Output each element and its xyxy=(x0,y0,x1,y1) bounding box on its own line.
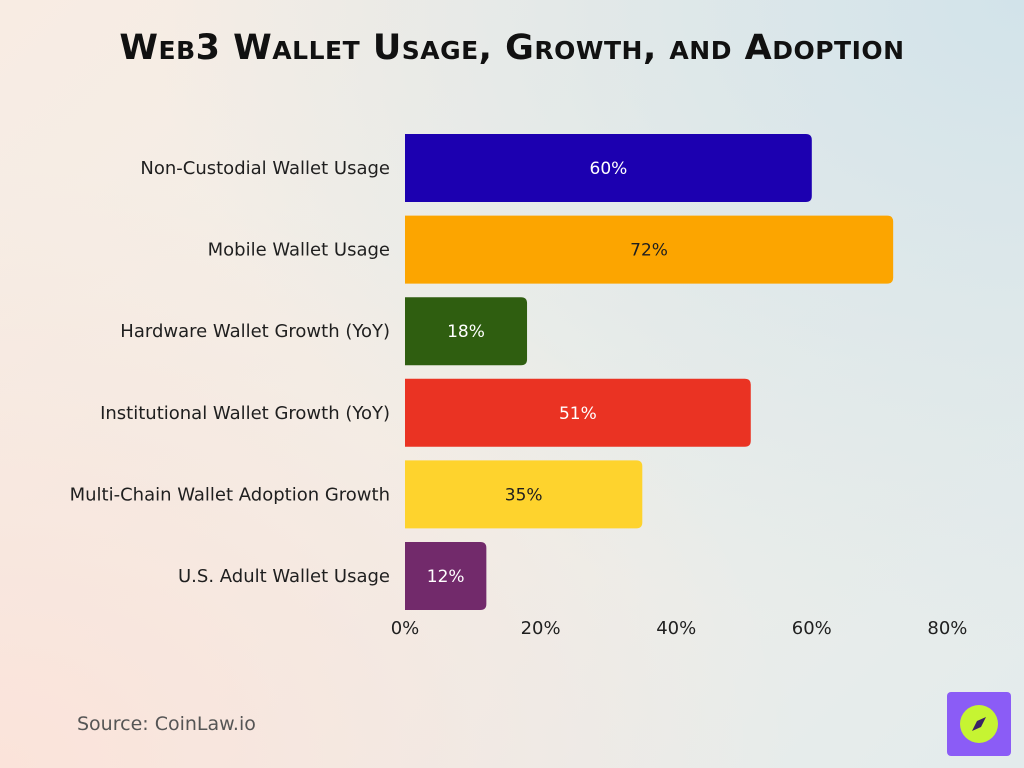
source-note: Source: CoinLaw.io xyxy=(77,713,256,735)
x-tick-label-3: 60% xyxy=(792,618,832,639)
chart-title: Web3 Wallet Usage, Growth, and Adoption xyxy=(119,28,905,68)
x-tick-label-0: 0% xyxy=(391,618,420,639)
category-label-4: Multi-Chain Wallet Adoption Growth xyxy=(70,484,390,505)
bar-chart: Non-Custodial Wallet Usage 60% Mobile Wall… xyxy=(70,134,967,639)
data-label-5: 12% xyxy=(427,567,465,587)
data-label-1: 72% xyxy=(630,241,668,261)
x-tick-label-2: 40% xyxy=(656,618,696,639)
data-label-2: 18% xyxy=(447,322,485,342)
bar-4 xyxy=(405,460,643,529)
logo xyxy=(947,692,1011,756)
category-label-3: Institutional Wallet Growth (YoY) xyxy=(100,403,390,424)
data-label-3: 51% xyxy=(559,404,597,424)
x-tick-label-1: 20% xyxy=(521,618,561,639)
category-label-5: U.S. Adult Wallet Usage xyxy=(178,566,390,587)
bar-3 xyxy=(405,378,751,447)
data-label-0: 60% xyxy=(590,159,628,179)
category-label-0: Non-Custodial Wallet Usage xyxy=(140,158,390,179)
compass-icon xyxy=(960,705,998,743)
x-tick-label-4: 80% xyxy=(927,618,967,639)
category-label-2: Hardware Wallet Growth (YoY) xyxy=(120,321,390,342)
bar-2 xyxy=(405,297,528,366)
data-label-4: 35% xyxy=(505,485,543,505)
category-label-1: Mobile Wallet Usage xyxy=(208,240,390,261)
bar-1 xyxy=(405,215,894,284)
bar-0 xyxy=(405,134,812,202)
bar-5 xyxy=(405,542,487,610)
